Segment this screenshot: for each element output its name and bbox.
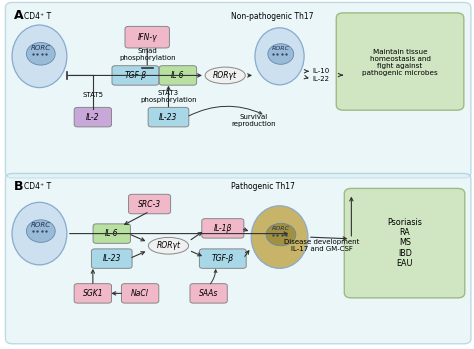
FancyBboxPatch shape — [336, 13, 464, 110]
Text: IL-10: IL-10 — [313, 68, 330, 74]
Text: RORγt: RORγt — [213, 71, 237, 80]
Text: RORC: RORC — [31, 45, 51, 51]
Text: SGK1: SGK1 — [82, 289, 103, 298]
Text: RORγt: RORγt — [156, 241, 181, 250]
Text: IL-6: IL-6 — [105, 229, 118, 238]
Text: IL-1β: IL-1β — [214, 224, 232, 233]
Ellipse shape — [27, 220, 55, 242]
Text: IL-2: IL-2 — [86, 113, 100, 122]
Text: STAT3
phosphorylation: STAT3 phosphorylation — [140, 90, 197, 103]
Text: SAAs: SAAs — [199, 289, 219, 298]
FancyBboxPatch shape — [91, 249, 132, 268]
FancyBboxPatch shape — [200, 249, 246, 268]
Text: RORC: RORC — [272, 227, 290, 231]
Ellipse shape — [205, 67, 245, 84]
FancyBboxPatch shape — [112, 66, 159, 85]
Ellipse shape — [27, 43, 55, 65]
Text: TGF-β: TGF-β — [212, 254, 234, 263]
FancyBboxPatch shape — [128, 194, 171, 214]
FancyBboxPatch shape — [159, 66, 197, 85]
Ellipse shape — [148, 237, 189, 254]
Text: IFN-γ: IFN-γ — [137, 33, 157, 42]
Text: RORC: RORC — [272, 46, 290, 51]
Text: IL-23: IL-23 — [102, 254, 121, 263]
FancyBboxPatch shape — [5, 173, 471, 344]
FancyBboxPatch shape — [5, 2, 471, 178]
Ellipse shape — [12, 25, 67, 88]
Text: CD4⁺ T: CD4⁺ T — [24, 183, 51, 192]
Text: Psoriasis
RA
MS
IBD
EAU: Psoriasis RA MS IBD EAU — [387, 218, 422, 268]
FancyBboxPatch shape — [93, 224, 130, 243]
Text: IL-6: IL-6 — [171, 71, 185, 80]
Text: TGF-β: TGF-β — [124, 71, 146, 80]
FancyBboxPatch shape — [344, 188, 465, 298]
Ellipse shape — [251, 206, 308, 268]
FancyBboxPatch shape — [202, 218, 244, 238]
FancyBboxPatch shape — [74, 284, 111, 303]
Text: NaCl: NaCl — [131, 289, 149, 298]
Text: B: B — [14, 180, 23, 193]
Text: IL-22: IL-22 — [313, 76, 329, 82]
Ellipse shape — [12, 202, 67, 265]
Ellipse shape — [268, 44, 294, 64]
FancyBboxPatch shape — [148, 107, 189, 127]
Text: A: A — [14, 9, 24, 22]
FancyBboxPatch shape — [74, 107, 111, 127]
Text: Non-pathogenic Th17: Non-pathogenic Th17 — [231, 12, 314, 21]
Text: STAT5: STAT5 — [82, 92, 103, 98]
Text: Maintain tissue
homeostasis and
fight against
pathogenic microbes: Maintain tissue homeostasis and fight ag… — [362, 49, 438, 76]
Ellipse shape — [266, 223, 296, 246]
Text: SRC-3: SRC-3 — [138, 200, 161, 209]
Text: Smad
phosphorylation: Smad phosphorylation — [119, 48, 175, 61]
Text: Disease development
IL-17 and GM-CSF: Disease development IL-17 and GM-CSF — [284, 239, 360, 252]
Text: Pathogenic Th17: Pathogenic Th17 — [231, 183, 295, 192]
Text: Survival
reproduction: Survival reproduction — [231, 114, 276, 127]
FancyBboxPatch shape — [125, 27, 169, 48]
Text: RORC: RORC — [31, 222, 51, 229]
Ellipse shape — [255, 28, 304, 85]
FancyBboxPatch shape — [121, 284, 159, 303]
Text: CD4⁺ T: CD4⁺ T — [24, 12, 51, 21]
FancyBboxPatch shape — [190, 284, 228, 303]
Text: IL-23: IL-23 — [159, 113, 178, 122]
